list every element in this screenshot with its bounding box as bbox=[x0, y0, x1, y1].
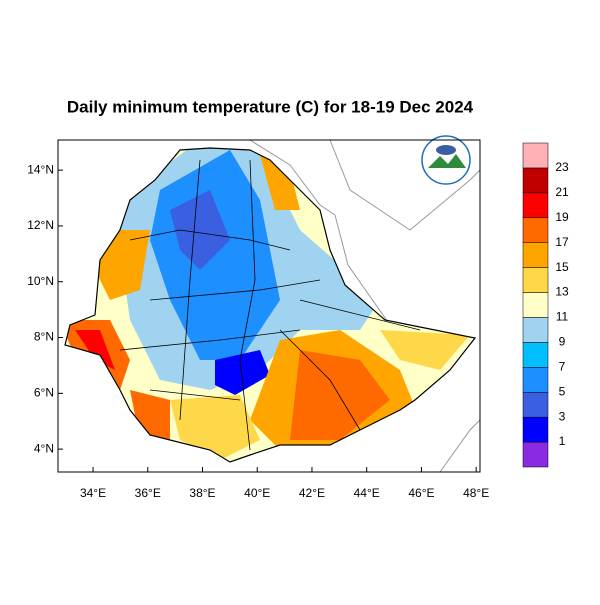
y-tick-label: 14°N bbox=[27, 162, 54, 176]
colorbar-label: 3 bbox=[559, 409, 566, 423]
x-tick-label: 44°E bbox=[354, 486, 380, 500]
map-frame bbox=[57, 139, 481, 473]
colorbar-box bbox=[522, 367, 549, 393]
colorbar-box bbox=[522, 267, 549, 293]
colorbar-box bbox=[522, 441, 549, 468]
x-tick-label: 42°E bbox=[299, 486, 325, 500]
colorbar-label: 7 bbox=[559, 359, 566, 373]
x-tick-label: 34°E bbox=[80, 486, 106, 500]
colorbar-label: 5 bbox=[559, 384, 566, 398]
colorbar-label: 19 bbox=[555, 210, 569, 224]
y-tick-label: 10°N bbox=[27, 274, 54, 288]
colorbar-box bbox=[522, 342, 549, 368]
y-tick-label: 6°N bbox=[34, 385, 54, 399]
y-tick-label: 4°N bbox=[34, 441, 54, 455]
colorbar-label: 23 bbox=[555, 160, 569, 174]
x-tick-label: 40°E bbox=[244, 486, 270, 500]
colorbar-label: 9 bbox=[559, 335, 566, 349]
colorbar-box bbox=[522, 242, 549, 268]
colorbar-box bbox=[522, 192, 549, 219]
colorbar-box bbox=[522, 292, 549, 318]
colorbar-label: 13 bbox=[555, 285, 569, 299]
colorbar-label: 17 bbox=[555, 235, 569, 249]
y-tick-label: 8°N bbox=[34, 330, 54, 344]
colorbar-label: 15 bbox=[555, 260, 569, 274]
x-tick-label: 46°E bbox=[408, 486, 434, 500]
x-tick-label: 38°E bbox=[189, 486, 215, 500]
colorbar-box bbox=[522, 391, 549, 418]
colorbar-label: 11 bbox=[556, 310, 569, 324]
y-tick-label: 12°N bbox=[27, 218, 54, 232]
logo bbox=[421, 135, 471, 185]
x-tick-label: 36°E bbox=[135, 486, 161, 500]
colorbar-label: 1 bbox=[559, 434, 566, 448]
colorbar-label: 21 bbox=[555, 185, 569, 199]
temperature-field bbox=[65, 148, 475, 462]
title: Daily minimum temperature (C) for 18-19 … bbox=[67, 97, 474, 116]
colorbar-box bbox=[522, 317, 549, 343]
colorbar-box bbox=[522, 167, 549, 194]
admin-borders bbox=[64, 147, 477, 463]
colorbar-box bbox=[522, 217, 549, 243]
colorbar-box bbox=[522, 142, 549, 169]
neighbor-borders bbox=[249, 139, 481, 473]
x-tick-label: 48°E bbox=[463, 486, 489, 500]
colorbar-box bbox=[522, 416, 549, 443]
